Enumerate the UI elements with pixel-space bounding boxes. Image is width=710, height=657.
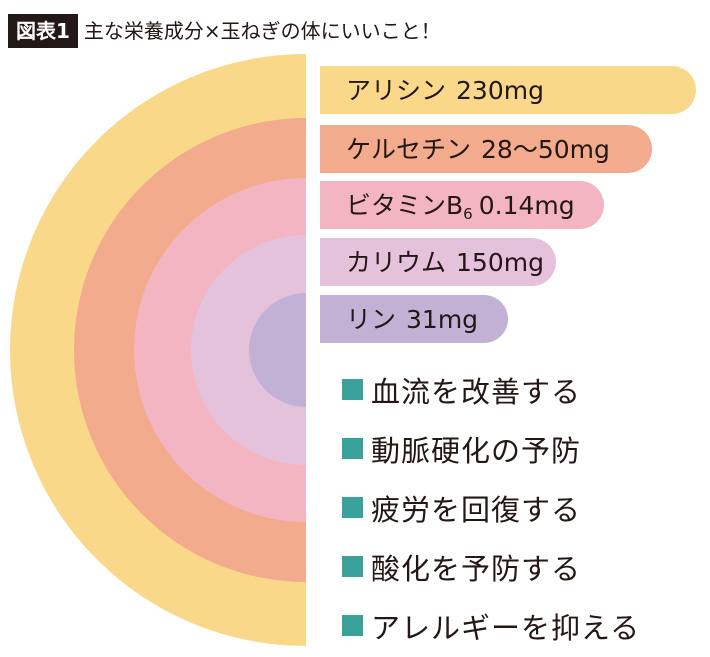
nutrient-amount: 0.14mg xyxy=(479,191,575,220)
benefit-text: 動脈硬化の予防 xyxy=(371,433,582,468)
benefit-item: 動脈硬化の予防 xyxy=(342,419,640,478)
nutrient-label: アリシン 230mg xyxy=(346,76,544,105)
nutrient-name: カリウム xyxy=(346,248,446,277)
arc-band xyxy=(249,293,306,407)
benefit-text: 酸化を予防する xyxy=(371,551,582,586)
figure-label: 図表1 xyxy=(8,14,78,48)
nutrient-name: ケルセチン xyxy=(346,135,471,164)
figure-header: 図表1 主な栄養成分×玉ねぎの体にいいこと！ xyxy=(8,14,441,48)
benefit-text: 疲労を回復する xyxy=(371,492,582,527)
nutrient-amount: 31mg xyxy=(406,305,478,334)
nutrient-label: ビタミンB6 0.14mg xyxy=(346,191,575,223)
benefit-text: 血流を改善する xyxy=(371,374,582,409)
bullet-square-icon xyxy=(342,438,363,459)
nutrient-bar xyxy=(320,125,652,173)
bullet-square-icon xyxy=(342,556,363,577)
benefit-item: アレルギーを抑える xyxy=(342,596,640,655)
nutrient-label: カリウム 150mg xyxy=(346,248,544,277)
bullet-square-icon xyxy=(342,615,363,636)
rainbow-arcs xyxy=(10,54,306,646)
nutrient-bar xyxy=(320,181,604,229)
nutrient-label: リン 31mg xyxy=(346,305,478,334)
nutrient-bar xyxy=(320,238,556,286)
nutrient-amount: 28〜50mg xyxy=(481,135,610,164)
benefit-list: 血流を改善する 動脈硬化の予防 疲労を回復する 酸化を予防する アレルギーを抑え… xyxy=(342,360,640,655)
arc-band xyxy=(191,235,306,465)
nutrient-name: ビタミンB xyxy=(346,191,463,220)
benefit-text: アレルギーを抑える xyxy=(371,610,641,645)
benefit-item: 血流を改善する xyxy=(342,360,640,419)
nutrient-subscript: 6 xyxy=(463,205,473,223)
bullet-square-icon xyxy=(342,497,363,518)
nutrient-bars: アリシン 230mg ケルセチン 28〜50mg ビタミンB6 0.14mg カリウム 150… xyxy=(320,66,696,343)
nutrient-amount: 230mg xyxy=(456,76,544,105)
nutrient-amount: 150mg xyxy=(456,248,544,277)
nutrient-name: アリシン xyxy=(346,76,446,105)
benefit-item: 疲労を回復する xyxy=(342,478,640,537)
bullet-square-icon xyxy=(342,379,363,400)
nutrient-name: リン xyxy=(346,305,396,334)
nutrient-label: ケルセチン 28〜50mg xyxy=(346,135,610,164)
figure-title: 主な栄養成分×玉ねぎの体にいいこと！ xyxy=(83,19,441,43)
nutrient-bar xyxy=(320,295,508,343)
benefit-item: 酸化を予防する xyxy=(342,537,640,596)
nutrient-bar xyxy=(320,66,696,114)
